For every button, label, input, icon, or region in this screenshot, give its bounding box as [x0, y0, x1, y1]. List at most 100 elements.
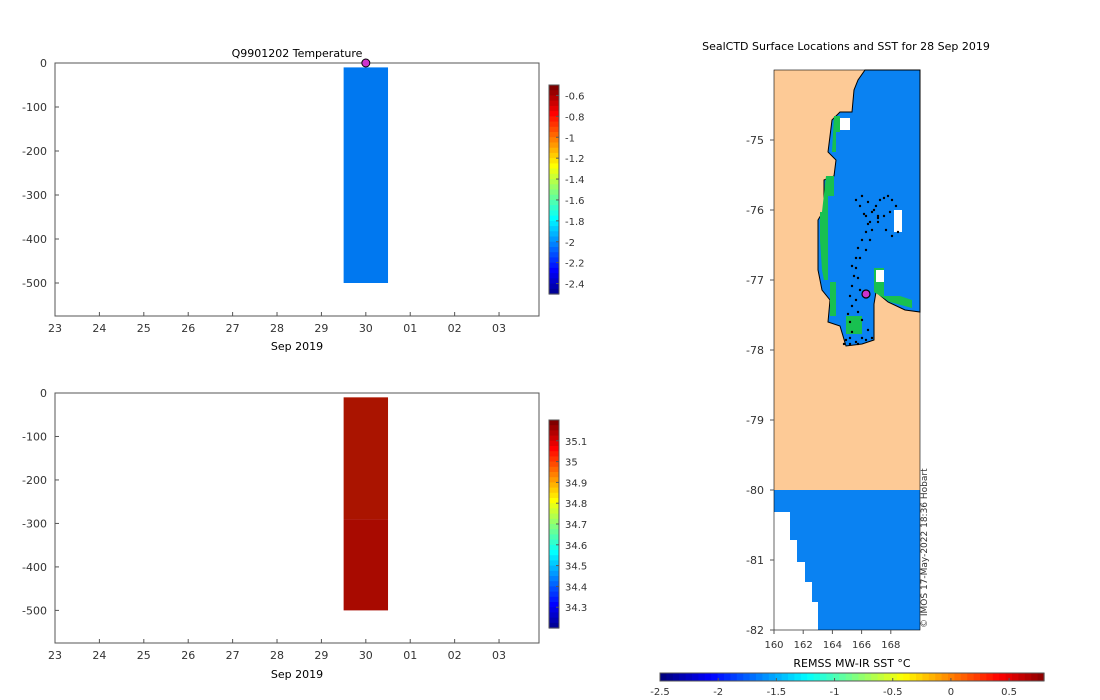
sst-colorbar-segment — [954, 673, 962, 681]
ice-patch-1 — [840, 118, 850, 130]
colorbar-segment — [549, 425, 559, 431]
sst-colorbar-segment — [672, 673, 680, 681]
track-point — [856, 246, 860, 250]
temperature-colorbar: -0.6 -0.8 -1 -1.2 -1.4 -1.6 -1.8 -2 -2.2 -2.4 — [548, 84, 585, 295]
colorbar-segment — [549, 273, 559, 279]
colorbar-segment — [549, 126, 559, 133]
x-tick-label: 01 — [403, 649, 417, 662]
salinity-x-ticks: 23 24 25 26 27 28 29 30 01 02 03 — [48, 639, 506, 662]
colorbar-segment — [549, 430, 559, 437]
colorbar-segment — [549, 586, 559, 593]
colorbar-segment — [549, 534, 559, 541]
sst-colorbar-segment — [877, 673, 885, 681]
y-tick-label: -500 — [22, 604, 47, 617]
sst-colorbar-segment — [800, 673, 808, 681]
y-tick-label: -500 — [22, 277, 47, 290]
colorbar-segment — [549, 205, 559, 211]
lat-tick-label: -77 — [746, 274, 764, 287]
sst-colorbar-segment — [768, 673, 776, 681]
colorbar-segment — [549, 472, 559, 478]
colorbar-segment — [549, 524, 559, 530]
track-point — [854, 256, 858, 260]
x-tick-label: 28 — [270, 649, 284, 662]
colorbar-tick-label: 35.1 — [565, 437, 587, 448]
ice-edge-coast-1 — [822, 176, 834, 212]
colorbar-segment — [549, 477, 559, 483]
track-point — [860, 318, 864, 322]
track-point — [844, 338, 848, 342]
x-tick-label: 26 — [181, 649, 195, 662]
track-point — [850, 330, 854, 334]
x-tick-label: 30 — [359, 649, 373, 662]
sst-colorbar-segment — [922, 673, 930, 681]
colorbar-segment — [549, 283, 559, 290]
sst-colorbar-segment — [704, 673, 712, 681]
lat-tick-label: -79 — [746, 414, 764, 427]
colorbar-segment — [549, 241, 559, 248]
temperature-title: Q9901202 Temperature — [232, 47, 363, 60]
track-point — [876, 214, 880, 218]
lat-tick-label: -75 — [746, 134, 764, 147]
ice-edge-north — [832, 116, 840, 152]
colorbar-segment — [549, 163, 559, 170]
y-tick-label: -100 — [22, 430, 47, 443]
colorbar-segment — [549, 544, 559, 551]
colorbar-segment — [549, 560, 559, 567]
sst-colorbar-segment — [788, 673, 795, 681]
colorbar-segment — [549, 508, 559, 515]
colorbar-segment — [549, 555, 559, 561]
y-tick-label: -300 — [22, 517, 47, 530]
colorbar-tick-label: -0.6 — [565, 91, 585, 102]
surface-location-marker — [361, 58, 371, 68]
y-tick-label: 0 — [40, 57, 47, 70]
colorbar-segment — [549, 147, 559, 154]
track-point — [896, 230, 900, 234]
track-point — [864, 230, 868, 234]
track-point — [874, 204, 878, 208]
track-point — [884, 228, 888, 232]
sst-colorbar-frame — [659, 672, 1045, 682]
sst-colorbar-segment — [852, 673, 859, 681]
y-tick-label: -400 — [22, 233, 47, 246]
track-point — [848, 294, 852, 298]
temperature-cells — [343, 67, 389, 284]
x-tick-label: 29 — [314, 322, 328, 335]
temperature-x-ticks: 23 24 25 26 27 28 29 30 01 02 03 — [48, 312, 506, 335]
colorbar-segment — [549, 100, 559, 107]
colorbar-segment — [549, 446, 559, 452]
colorbar-tick-label: 34.3 — [565, 603, 587, 614]
data-cell — [343, 519, 389, 611]
lat-tick-label: -80 — [746, 484, 764, 497]
track-point — [860, 238, 864, 242]
x-tick-label: 03 — [492, 322, 506, 335]
colorbar-segment — [549, 518, 559, 525]
track-point — [860, 336, 864, 340]
map-title: SealCTD Surface Locations and SST for 28… — [702, 40, 990, 53]
sst-colorbar-segment — [948, 673, 955, 681]
temperature-y-ticks: 0 -100 -200 -300 -400 -500 — [22, 57, 59, 290]
x-tick-label: 23 — [48, 649, 62, 662]
sst-colorbar-segment — [736, 673, 744, 681]
current-location-marker — [861, 289, 871, 299]
colorbar-segment — [549, 90, 559, 97]
temperature-xlabel: Sep 2019 — [271, 340, 323, 353]
colorbar-segment — [549, 85, 559, 91]
sst-colorbar-tick-label: -0.5 — [883, 687, 903, 698]
sst-colorbar-segment — [916, 673, 923, 681]
sst-colorbar-segment — [928, 673, 936, 681]
x-tick-label: 30 — [359, 322, 373, 335]
sst-colorbar-segment — [960, 673, 968, 681]
colorbar-tick-label: -0.8 — [565, 112, 585, 123]
track-point — [886, 194, 890, 198]
lon-tick-label: 168 — [881, 640, 900, 651]
x-tick-label: 25 — [137, 649, 151, 662]
colorbar-tick-label: 34.8 — [565, 499, 587, 510]
track-point — [848, 342, 852, 346]
track-point — [890, 234, 894, 238]
ice-patch-3 — [876, 270, 884, 282]
x-tick-label: 29 — [314, 649, 328, 662]
colorbar-segment — [549, 581, 559, 587]
track-point — [876, 220, 880, 224]
track-point — [868, 220, 872, 224]
sst-colorbar-segment — [941, 673, 949, 681]
